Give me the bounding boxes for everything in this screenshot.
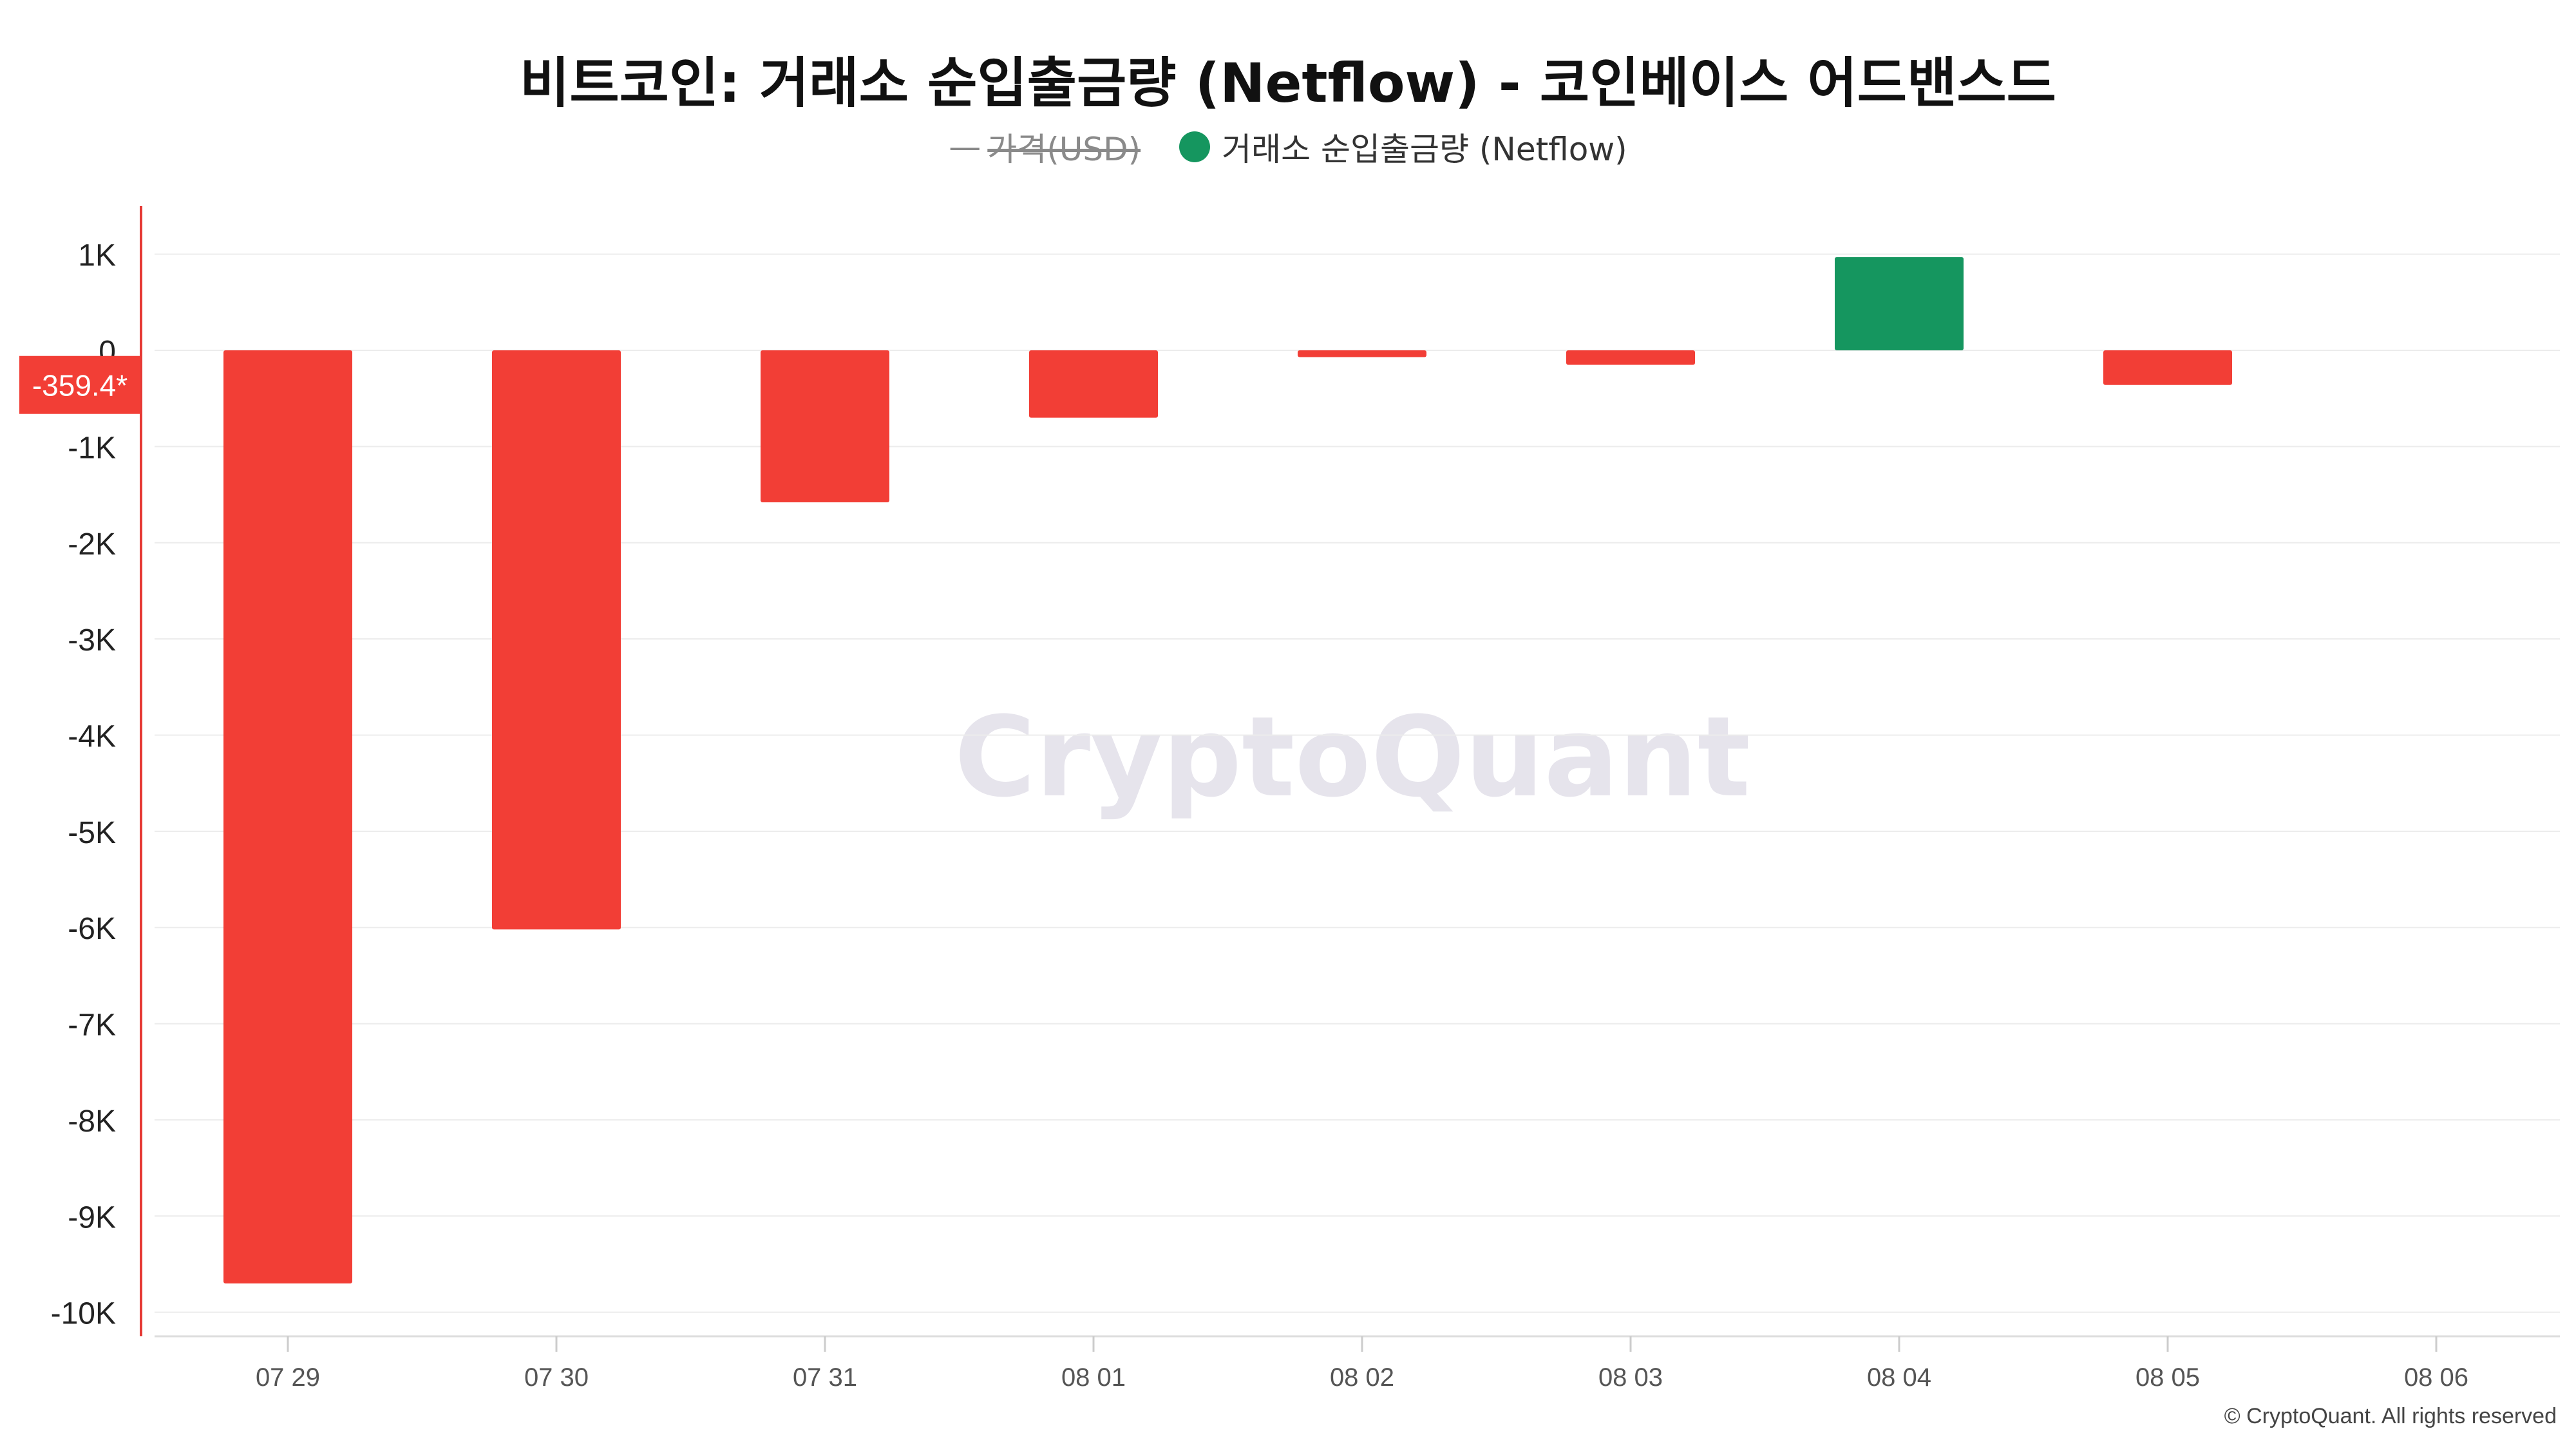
bar-08-02[interactable] (1298, 350, 1426, 357)
bar-08-01[interactable] (1029, 350, 1158, 418)
x-tick-label: 08 01 (1061, 1363, 1126, 1392)
x-tick-label: 08 02 (1330, 1363, 1394, 1392)
y-tick-label: -6K (68, 912, 116, 946)
x-tick-label: 07 29 (256, 1363, 320, 1392)
legend-line-icon: — (949, 128, 981, 166)
x-tick-label: 07 31 (793, 1363, 857, 1392)
bar-07-31[interactable] (761, 350, 889, 503)
legend-dot-icon (1179, 131, 1211, 162)
x-tick-label: 08 03 (1598, 1363, 1663, 1392)
y-tick-label: -7K (68, 1009, 116, 1043)
x-tick-label: 08 06 (2404, 1363, 2468, 1392)
y-axis-ticks: 1K0-1K-2K-3K-4K-5K-6K-7K-8K-9K-10K (51, 239, 116, 1331)
x-axis-ticks: 07 29 07 30 07 31 08 01 08 02 08 03 08 04 08 05… (256, 1336, 2468, 1392)
bar-08-05[interactable] (2103, 350, 2232, 385)
y-tick-label: -4K (68, 719, 116, 753)
legend-price-label: 가격(USD) (987, 131, 1141, 168)
bar-07-30[interactable] (492, 350, 621, 930)
legend-item-netflow[interactable]: 거래소 순입출금량 (Netflow) (1179, 124, 1627, 170)
bar-08-04[interactable] (1835, 257, 1964, 351)
legend-netflow-label: 거래소 순입출금량 (Netflow) (1222, 131, 1627, 168)
y-tick-label: -2K (68, 527, 116, 562)
y-tick-label: -8K (68, 1104, 116, 1139)
bars (223, 257, 2232, 1283)
x-tick-label: 08 04 (1867, 1363, 1931, 1392)
current-value-label: -359.4* (32, 369, 128, 402)
watermark-text: CryptoQuant (954, 692, 1750, 822)
y-tick-label: 1K (78, 239, 116, 273)
x-tick-label: 07 30 (524, 1363, 589, 1392)
y-tick-label: -3K (68, 623, 116, 658)
current-value-marker: -359.4* (19, 355, 140, 414)
y-tick-label: -10K (51, 1297, 116, 1331)
legend-item-price[interactable]: — 가격(USD) (949, 124, 1141, 170)
copyright-text: © CryptoQuant. All rights reserved (2224, 1404, 2557, 1428)
bar-07-29[interactable] (223, 350, 352, 1283)
x-tick-label: 08 05 (2136, 1363, 2200, 1392)
current-value-badge (19, 355, 140, 414)
chart-title: 비트코인: 거래소 순입출금량 (Netflow) - 코인베이스 어드밴스드 (520, 52, 2056, 115)
y-tick-label: -5K (68, 816, 116, 850)
y-tick-label: -1K (68, 431, 116, 465)
bar-08-03[interactable] (1566, 350, 1695, 365)
legend: — 가격(USD) 거래소 순입출금량 (Netflow) (0, 124, 2576, 170)
y-tick-label: -9K (68, 1200, 116, 1235)
